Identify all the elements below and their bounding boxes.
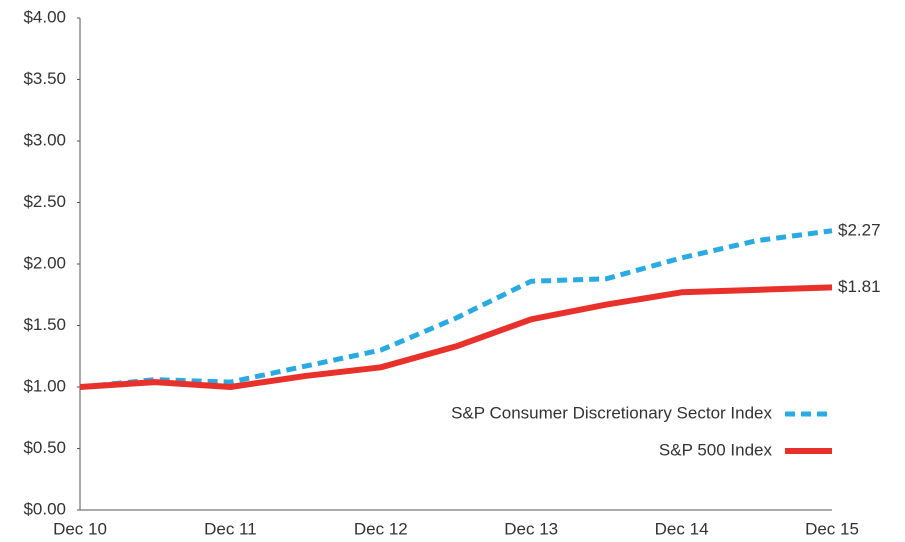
series-line [79, 228, 833, 390]
y-tick-label: $0.00 [23, 499, 66, 518]
y-tick-label: $2.00 [23, 253, 66, 272]
series-line [79, 284, 833, 390]
x-tick-label: Dec 15 [805, 519, 859, 538]
x-tick-label: Dec 13 [504, 519, 558, 538]
y-tick-label: $3.50 [23, 69, 66, 88]
y-tick-label: $4.00 [23, 7, 66, 26]
value-label: $2.27 [838, 220, 881, 239]
x-tick-label: Dec 11 [204, 519, 257, 538]
y-tick-label: $1.00 [23, 376, 66, 395]
y-tick-label: $1.50 [23, 315, 66, 334]
x-tick-label: Dec 14 [655, 519, 709, 538]
x-tick-label: Dec 12 [354, 519, 408, 538]
y-tick-label: $2.50 [23, 192, 66, 211]
value-label: $1.81 [838, 277, 881, 296]
y-tick-label: $3.00 [23, 130, 66, 149]
legend-label: S&P Consumer Discretionary Sector Index [451, 403, 772, 422]
y-tick-label: $0.50 [23, 438, 66, 457]
x-tick-label: Dec 10 [53, 519, 107, 538]
legend-label: S&P 500 Index [659, 440, 773, 459]
